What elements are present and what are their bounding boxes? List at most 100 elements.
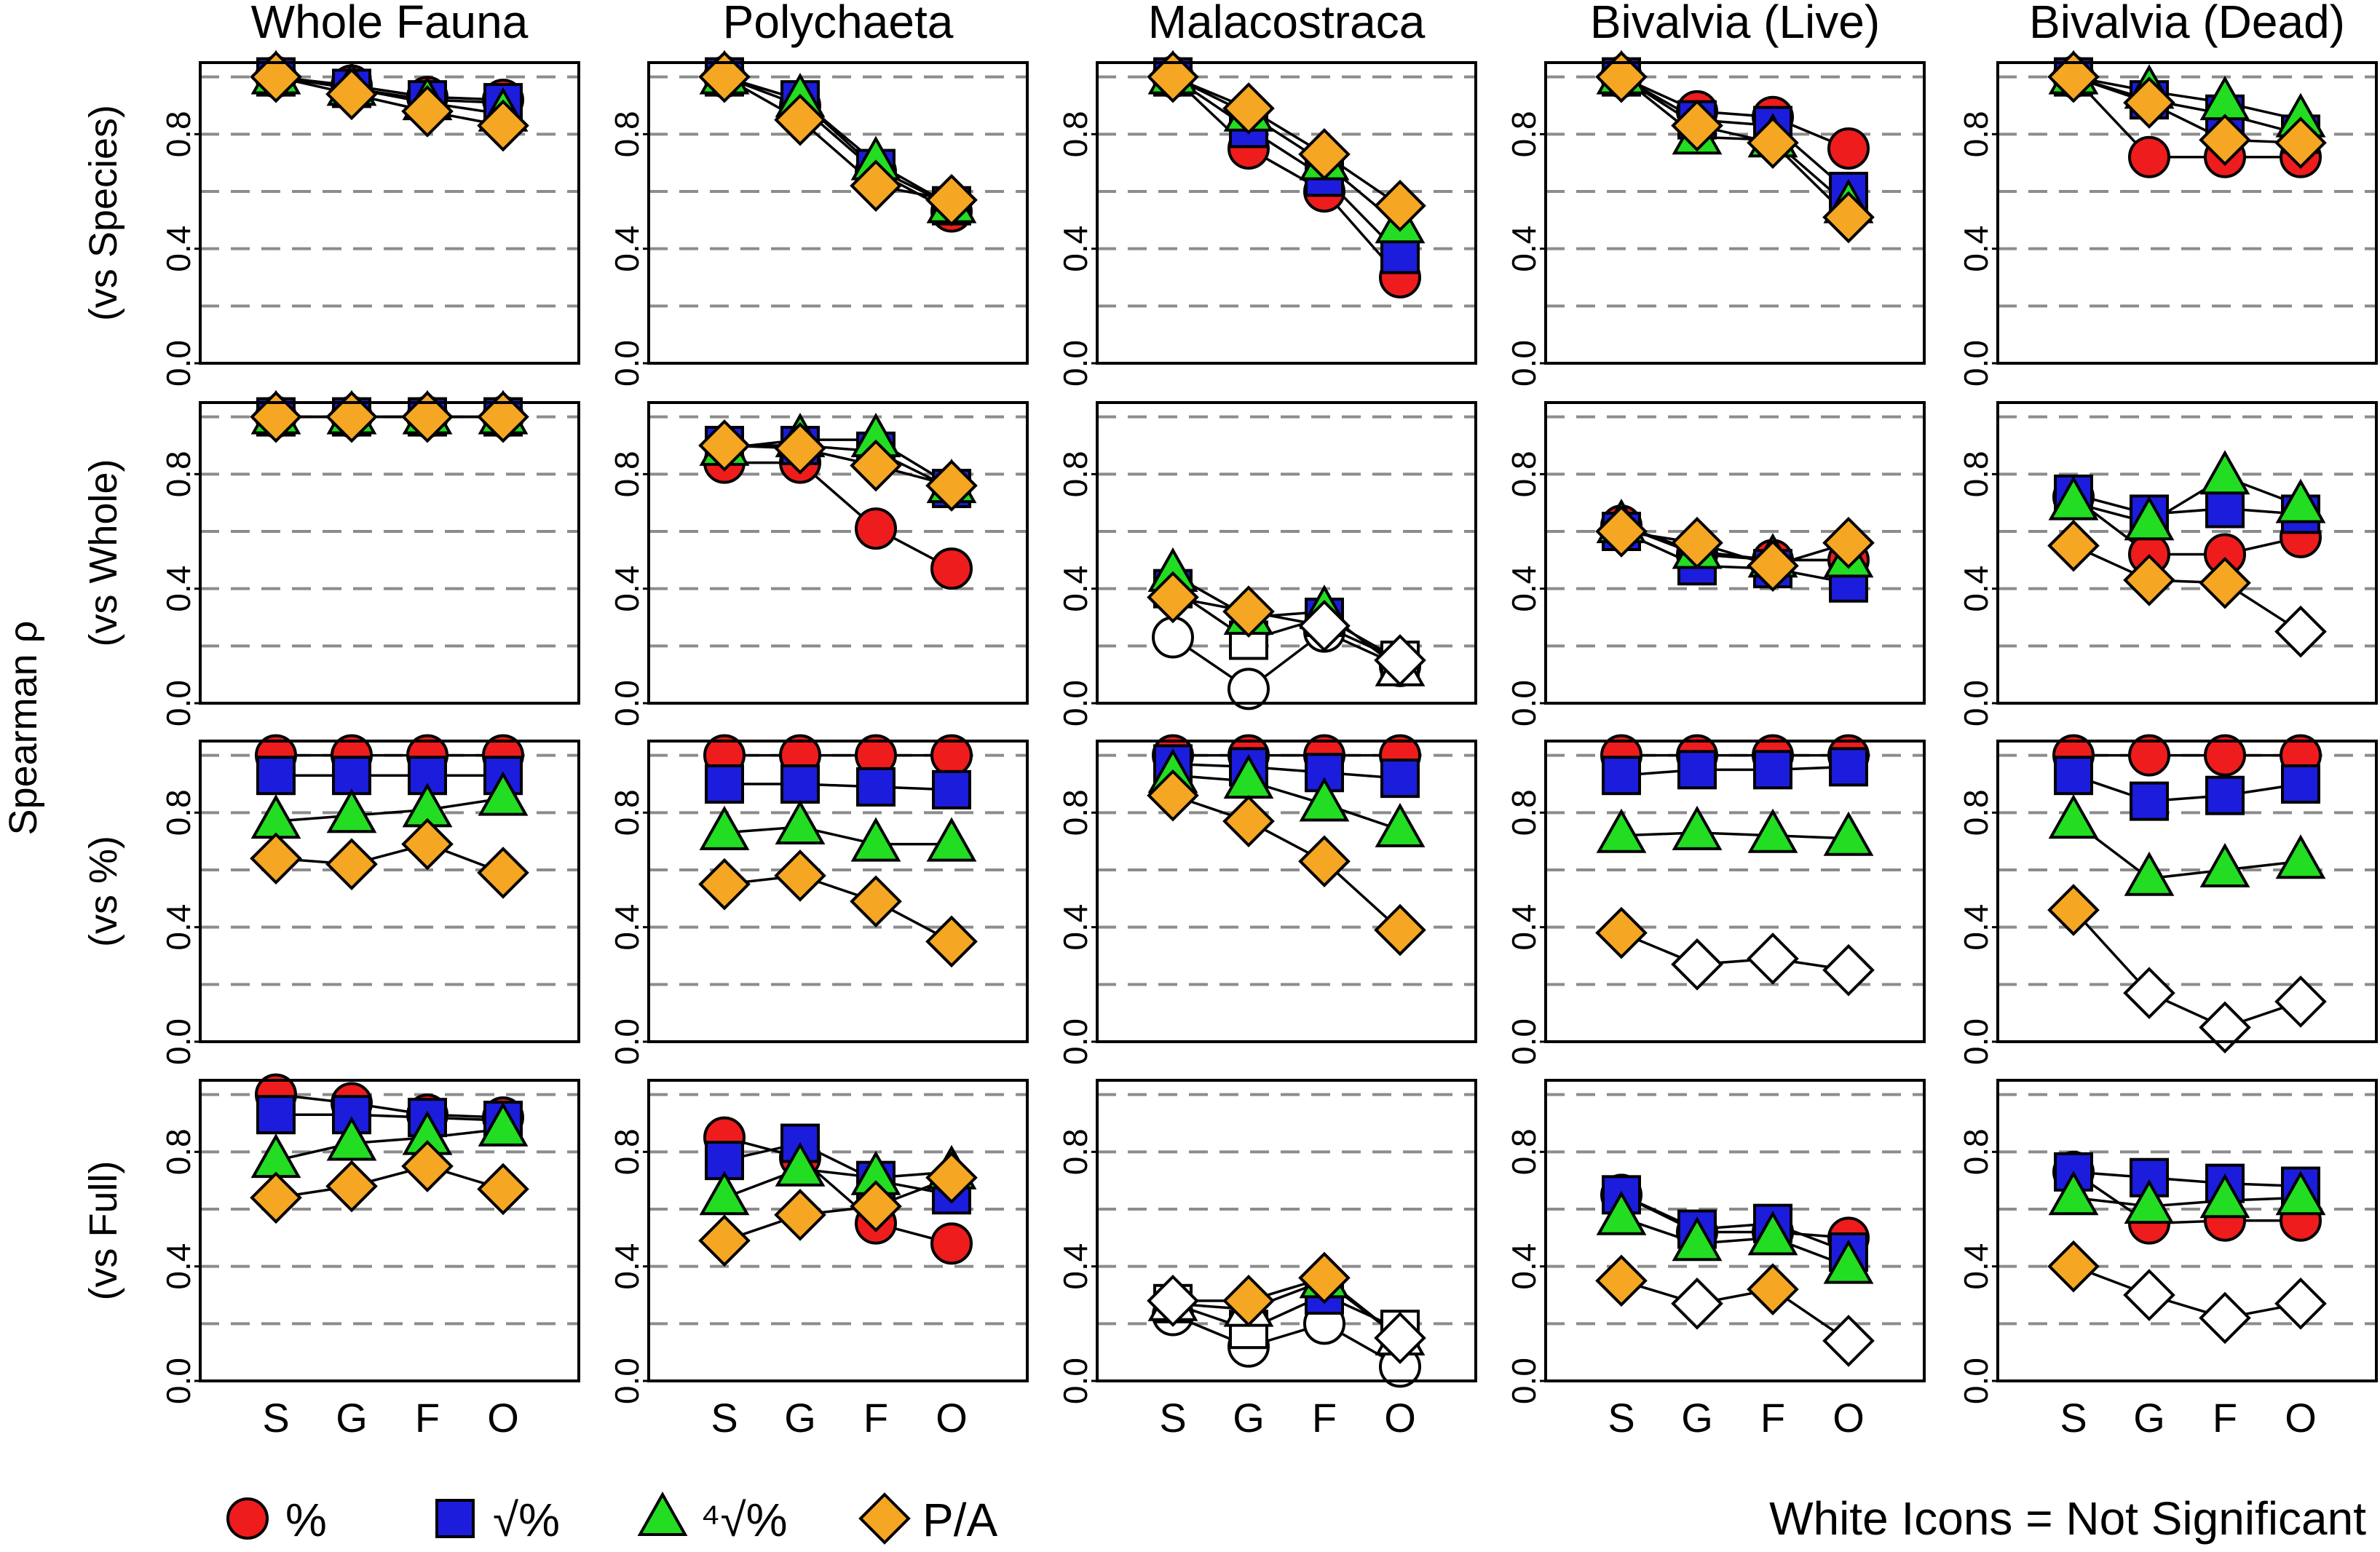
point-root4	[478, 771, 529, 816]
point-pa	[850, 875, 902, 928]
x-tick-label: O	[1833, 1395, 1865, 1441]
series-line-sqrt	[2073, 774, 2301, 803]
point-pa	[1298, 599, 1351, 652]
y-tick-label: 0.4	[1056, 226, 1094, 272]
point-pa	[250, 1171, 302, 1224]
series-line-root4	[2073, 475, 2301, 525]
y-tick-label: 0.0	[608, 680, 646, 726]
y-tick-label: 0.4	[1056, 566, 1094, 612]
series-line-pa	[724, 76, 952, 202]
point-pa	[250, 390, 302, 443]
x-tick-label: S	[2060, 1395, 2087, 1441]
series-line-pa	[724, 444, 952, 487]
point-sqrt	[2205, 775, 2245, 815]
point-root4	[2199, 450, 2250, 495]
y-tick-label: 0.0	[1505, 1018, 1543, 1065]
series-line-pct	[2072, 496, 2301, 556]
y-tick-label: 0.8	[1957, 789, 1995, 836]
point-pa	[250, 50, 302, 103]
point-pa	[2047, 50, 2100, 103]
y-tick-label: 0.4	[608, 226, 646, 272]
x-tick-label: F	[415, 1395, 440, 1441]
y-tick-label: 0.4	[1957, 226, 1995, 272]
series-line-root4	[1172, 76, 1401, 227]
point-root4	[2275, 834, 2326, 879]
y-tick-label: 0.4	[608, 566, 646, 612]
y-tick-label: 0.4	[1505, 1243, 1543, 1290]
point-sqrt	[856, 767, 896, 807]
panel-frame	[1544, 740, 1926, 1043]
point-root4	[2048, 475, 2099, 520]
point-pa	[2199, 1001, 2251, 1054]
point-pa	[1822, 191, 1875, 244]
point-pa	[2199, 556, 2251, 609]
panel: 0.00.40.8S G F O	[1505, 1079, 1926, 1441]
y-tick-label: 0.4	[1056, 1243, 1094, 1290]
point-pa	[850, 439, 902, 492]
series-line-sqrt	[1621, 530, 1849, 585]
point-root4	[2124, 1179, 2175, 1224]
point-sqrt	[1829, 747, 1868, 787]
y-tick-label: 0.0	[159, 1358, 197, 1404]
panel-frame	[1996, 740, 2378, 1043]
legend-marker-pa	[858, 1492, 911, 1545]
series-line-root4	[2073, 75, 2301, 122]
panel-frame	[647, 740, 1029, 1043]
y-tick-label: 0.8	[1505, 451, 1543, 497]
x-tick-label: F	[863, 1395, 888, 1441]
point-pa	[1595, 1254, 1648, 1307]
point-pct	[2128, 135, 2170, 178]
panel: 0.0 0.4 0.8	[1957, 401, 2378, 726]
panel-frame	[1996, 1079, 2378, 1382]
series-line-sqrt	[1621, 76, 1850, 193]
point-root4	[699, 805, 750, 850]
series-line-sqrt	[2073, 493, 2301, 516]
point-pa	[1747, 1263, 1799, 1315]
y-tick-label: 0.4	[159, 904, 197, 951]
point-pa	[1747, 539, 1799, 593]
panel: 0.00.40.8S G F O	[1957, 1079, 2378, 1441]
series-line-pa	[1172, 595, 1401, 662]
point-root4	[1823, 811, 1874, 856]
point-pa	[2123, 1269, 2175, 1321]
panel-frame	[1996, 61, 2378, 365]
y-tick-label: 0.0	[608, 1358, 646, 1404]
point-pa	[850, 159, 902, 212]
point-pa	[1822, 943, 1875, 997]
point-root4	[478, 1101, 529, 1147]
series-line-pct	[1621, 1193, 1849, 1240]
series-line-pa	[1172, 794, 1401, 931]
point-root4	[1747, 808, 1798, 853]
series-line-sqrt	[2073, 1171, 2301, 1188]
y-tick-label: 0.0	[1056, 1358, 1094, 1404]
point-pct	[1152, 616, 1194, 659]
y-tick-label: 0.8	[1056, 1128, 1094, 1175]
point-pa	[401, 1140, 454, 1192]
panel-frame	[1544, 61, 1926, 365]
point-pa	[1747, 933, 1799, 985]
y-tick-label: 0.8	[1957, 111, 1995, 157]
legend-label-pct: %	[285, 1494, 327, 1546]
series-line-root4	[1621, 831, 1849, 840]
y-tick-label: 0.8	[608, 1128, 646, 1175]
point-pa	[1671, 516, 1723, 569]
series-line-root4	[724, 75, 952, 207]
panel: 0.00.40.8S G F O	[608, 1079, 1029, 1441]
panel-frame	[199, 61, 580, 365]
y-tick-label: 0.8	[608, 451, 646, 497]
row-label: (vs Species)	[82, 105, 125, 321]
point-root4	[2275, 1171, 2326, 1216]
point-root4	[2199, 1173, 2250, 1219]
panel-frame	[647, 61, 1029, 365]
point-pa	[1222, 82, 1275, 135]
panel-frame	[199, 401, 580, 705]
y-tick-label: 0.0	[1505, 1358, 1543, 1404]
point-root4	[2048, 1171, 2099, 1216]
legend-items: % √% ⁴√% P/A	[226, 1491, 997, 1546]
point-pct	[2204, 734, 2246, 777]
legend: % √% ⁴√% P/A White Icons = Not Significant	[226, 1491, 2366, 1546]
y-tick-label: 0.8	[1505, 1128, 1543, 1175]
series-line-sqrt	[1172, 1294, 1401, 1331]
y-tick-label: 0.8	[159, 789, 197, 836]
point-pct	[855, 507, 897, 550]
